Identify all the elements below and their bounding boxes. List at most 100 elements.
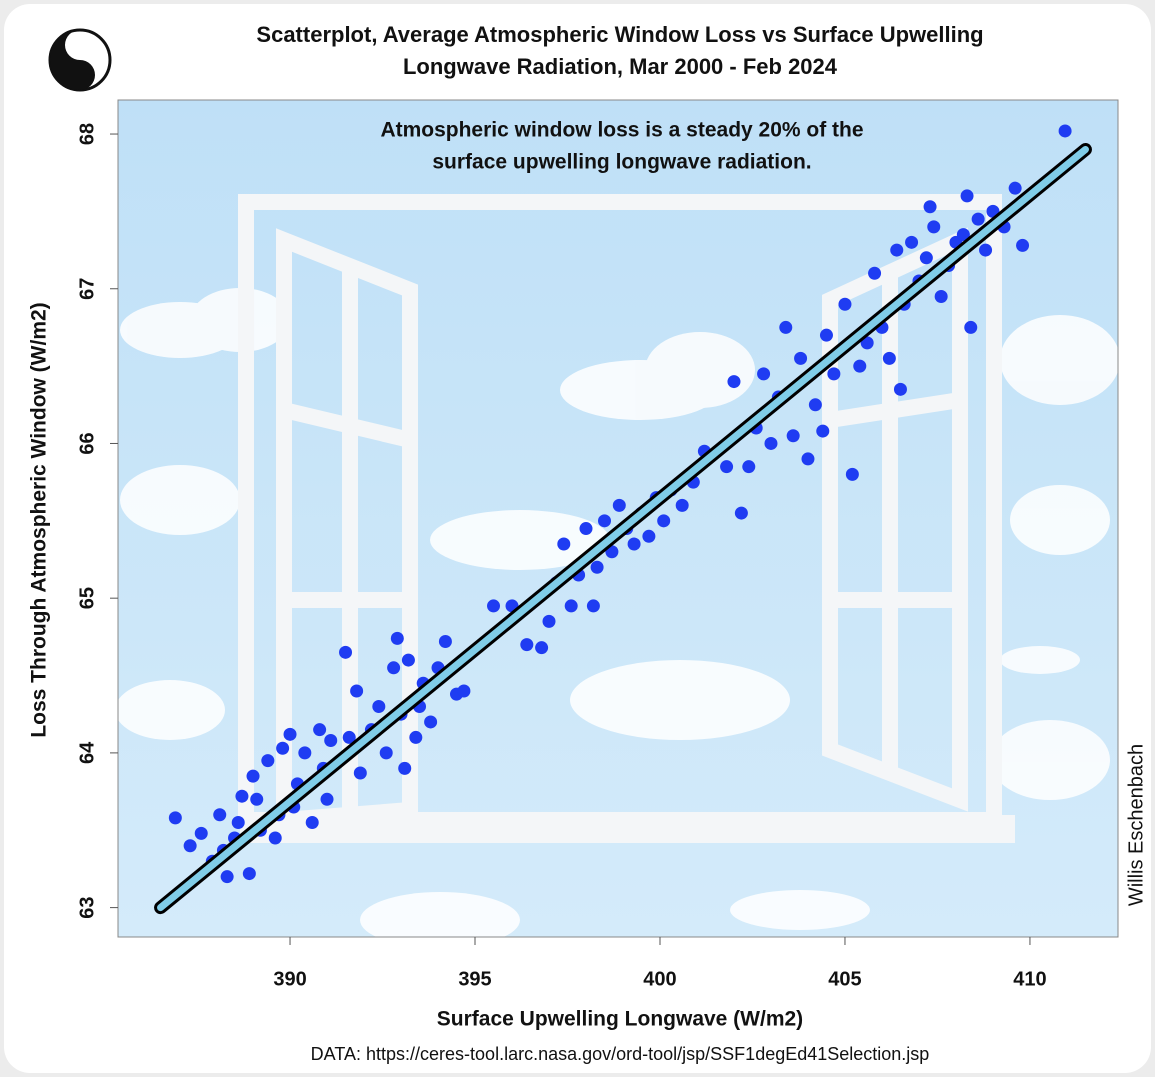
point <box>727 375 741 389</box>
point <box>298 746 312 760</box>
point <box>313 723 327 737</box>
chart-title: Longwave Radiation, Mar 2000 - Feb 2024 <box>403 54 838 79</box>
point <box>860 336 874 350</box>
point <box>675 498 689 512</box>
point <box>183 839 197 853</box>
point <box>1008 181 1022 195</box>
point <box>853 359 867 373</box>
source-note: DATA: https://ceres-tool.larc.nasa.gov/o… <box>311 1044 930 1064</box>
point <box>627 537 641 551</box>
point <box>764 436 778 450</box>
point <box>742 460 756 474</box>
point <box>927 220 941 234</box>
point <box>542 614 556 628</box>
point <box>919 251 933 265</box>
point <box>964 320 978 334</box>
point <box>372 699 386 713</box>
plot-marks <box>154 124 1092 915</box>
point <box>720 460 734 474</box>
logo <box>48 28 112 92</box>
point <box>231 816 245 830</box>
x-tick-label: 400 <box>643 968 676 990</box>
point <box>305 816 319 830</box>
annotation: Atmospheric window loss is a steady 20% … <box>380 119 863 142</box>
y-tick-label: 63 <box>76 896 98 918</box>
point <box>235 789 249 803</box>
point <box>794 351 808 365</box>
point <box>339 645 353 659</box>
y-tick-label: 65 <box>76 587 98 609</box>
x-tick-label: 395 <box>458 968 491 990</box>
point <box>424 715 438 729</box>
point <box>1058 124 1072 138</box>
point <box>457 684 471 698</box>
point <box>324 734 338 748</box>
point <box>213 808 227 822</box>
point <box>612 498 626 512</box>
point <box>657 514 671 528</box>
y-tick-label: 67 <box>76 278 98 300</box>
point <box>586 599 600 613</box>
point <box>845 467 859 481</box>
y-tick-label: 64 <box>76 741 98 764</box>
point <box>819 328 833 342</box>
point <box>246 769 260 783</box>
credit: Willis Eschenbach <box>1125 744 1147 906</box>
point <box>801 452 815 466</box>
point <box>438 634 452 648</box>
point <box>734 506 748 520</box>
point <box>320 792 334 806</box>
point <box>350 684 364 698</box>
x-tick-label: 410 <box>1013 968 1046 990</box>
point <box>250 792 264 806</box>
point <box>168 811 182 825</box>
fit-line <box>157 146 1089 912</box>
chart-title: Scatterplot, Average Atmospheric Window … <box>256 22 983 47</box>
point <box>868 266 882 280</box>
point <box>557 537 571 551</box>
point <box>261 754 275 768</box>
point <box>905 235 919 249</box>
point <box>597 514 611 528</box>
point <box>535 641 549 655</box>
point <box>956 228 970 242</box>
point <box>379 746 393 760</box>
y-tick-label: 66 <box>76 432 98 454</box>
point <box>194 826 208 840</box>
point <box>283 727 297 741</box>
point <box>342 730 356 744</box>
point <box>923 200 937 214</box>
point <box>893 382 907 396</box>
x-tick-label: 405 <box>828 968 861 990</box>
x-axis-label: Surface Upwelling Longwave (W/m2) <box>437 1008 803 1031</box>
plot-frame <box>117 99 1119 938</box>
point <box>353 766 367 780</box>
point <box>220 870 234 884</box>
point <box>838 297 852 311</box>
point <box>487 599 501 613</box>
point <box>934 289 948 303</box>
point <box>882 351 896 365</box>
point <box>409 730 423 744</box>
point <box>979 243 993 257</box>
point <box>579 522 593 536</box>
point <box>971 212 985 226</box>
point <box>816 424 830 438</box>
point <box>786 429 800 443</box>
point <box>590 560 604 574</box>
point <box>960 189 974 203</box>
point <box>808 398 822 412</box>
point <box>390 631 404 645</box>
point <box>564 599 578 613</box>
y-axis-label: Loss Through Atmospheric Window (W/m2) <box>28 302 51 737</box>
x-tick-label: 390 <box>273 968 306 990</box>
point <box>398 761 412 775</box>
point <box>757 367 771 381</box>
point <box>276 741 290 755</box>
annotation: surface upwelling longwave radiation. <box>432 151 811 174</box>
point <box>520 638 534 652</box>
point <box>242 867 256 881</box>
point <box>890 243 904 257</box>
